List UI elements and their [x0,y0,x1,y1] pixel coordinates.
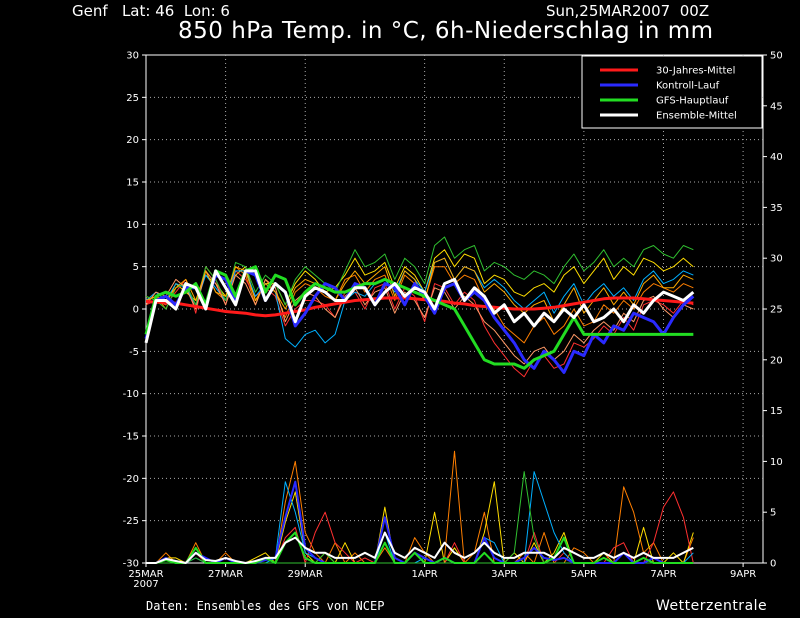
x-tick-label: 5APR [571,569,597,580]
y-right-tick-label: 25 [770,305,783,316]
temp-ensemble-member-line [145,257,694,348]
temp-ensemble-member-line [145,236,694,310]
y-left-tick-label: 10 [126,220,139,231]
x-tick-year-label: 2007 [133,579,158,590]
x-tick-label: 25MAR [128,569,163,580]
legend-label: 30-Jahres-Mittel [656,66,735,77]
y-left-tick-label: 5 [133,262,139,273]
precip-series-line [146,531,694,564]
y-right-tick-label: 10 [770,457,783,468]
y-right-tick-label: 0 [770,559,776,570]
legend-label: Ensemble-Mittel [656,111,737,122]
x-tick-label: 3APR [491,569,517,580]
x-tick-label: 7APR [650,569,676,580]
y-left-tick-label: 30 [126,51,139,62]
temp-ensemble-member-line [145,249,694,306]
brand-label: Wetterzentrale [656,598,768,614]
y-left-tick-label: -20 [123,474,139,485]
precip-ensemble-member-line [146,450,694,564]
chart-title: 850 hPa Temp. in °C, 6h-Niederschlag in … [178,18,714,44]
y-right-tick-label: 35 [770,203,783,214]
y-left-tick-label: -30 [123,559,139,570]
data-credit: Daten: Ensembles des GFS von NCEP [146,599,385,613]
temp-series-line [145,296,694,318]
x-tick-label: 1APR [412,569,438,580]
temp-series-line [144,269,695,344]
x-tick-label: 29MAR [288,569,323,580]
y-right-tick-label: 45 [770,101,783,112]
x-tick-label: 27MAR [208,569,243,580]
run-time-label: Sun,25MAR2007 00Z [546,2,710,20]
y-right-tick-label: 40 [770,152,783,163]
y-left-tick-label: -25 [123,516,139,527]
location-label: Genf Lat: 46 Lon: 6 [72,2,230,20]
temp-ensemble-member-line [145,270,694,365]
temp-series-line [144,265,694,370]
precip-series-line [146,531,694,564]
y-left-tick-label: -15 [123,432,139,443]
y-left-tick-label: 25 [126,93,139,104]
y-right-tick-label: 30 [770,254,783,265]
legend-label: Kontroll-Lauf [656,81,720,92]
legend-label: GFS-Hauptlauf [656,96,729,107]
y-left-tick-label: 15 [126,178,139,189]
x-tick-label: 9APR [730,569,756,580]
y-left-tick-label: 20 [126,135,139,146]
y-right-tick-label: 15 [770,406,783,417]
y-left-tick-label: 0 [133,305,139,316]
y-right-tick-label: 20 [770,355,783,366]
y-left-tick-label: -10 [123,389,139,400]
y-right-tick-label: 50 [770,51,783,62]
y-right-tick-label: 5 [770,508,776,519]
y-left-tick-label: -5 [129,347,139,358]
precip-ensemble-member-line [146,491,694,564]
